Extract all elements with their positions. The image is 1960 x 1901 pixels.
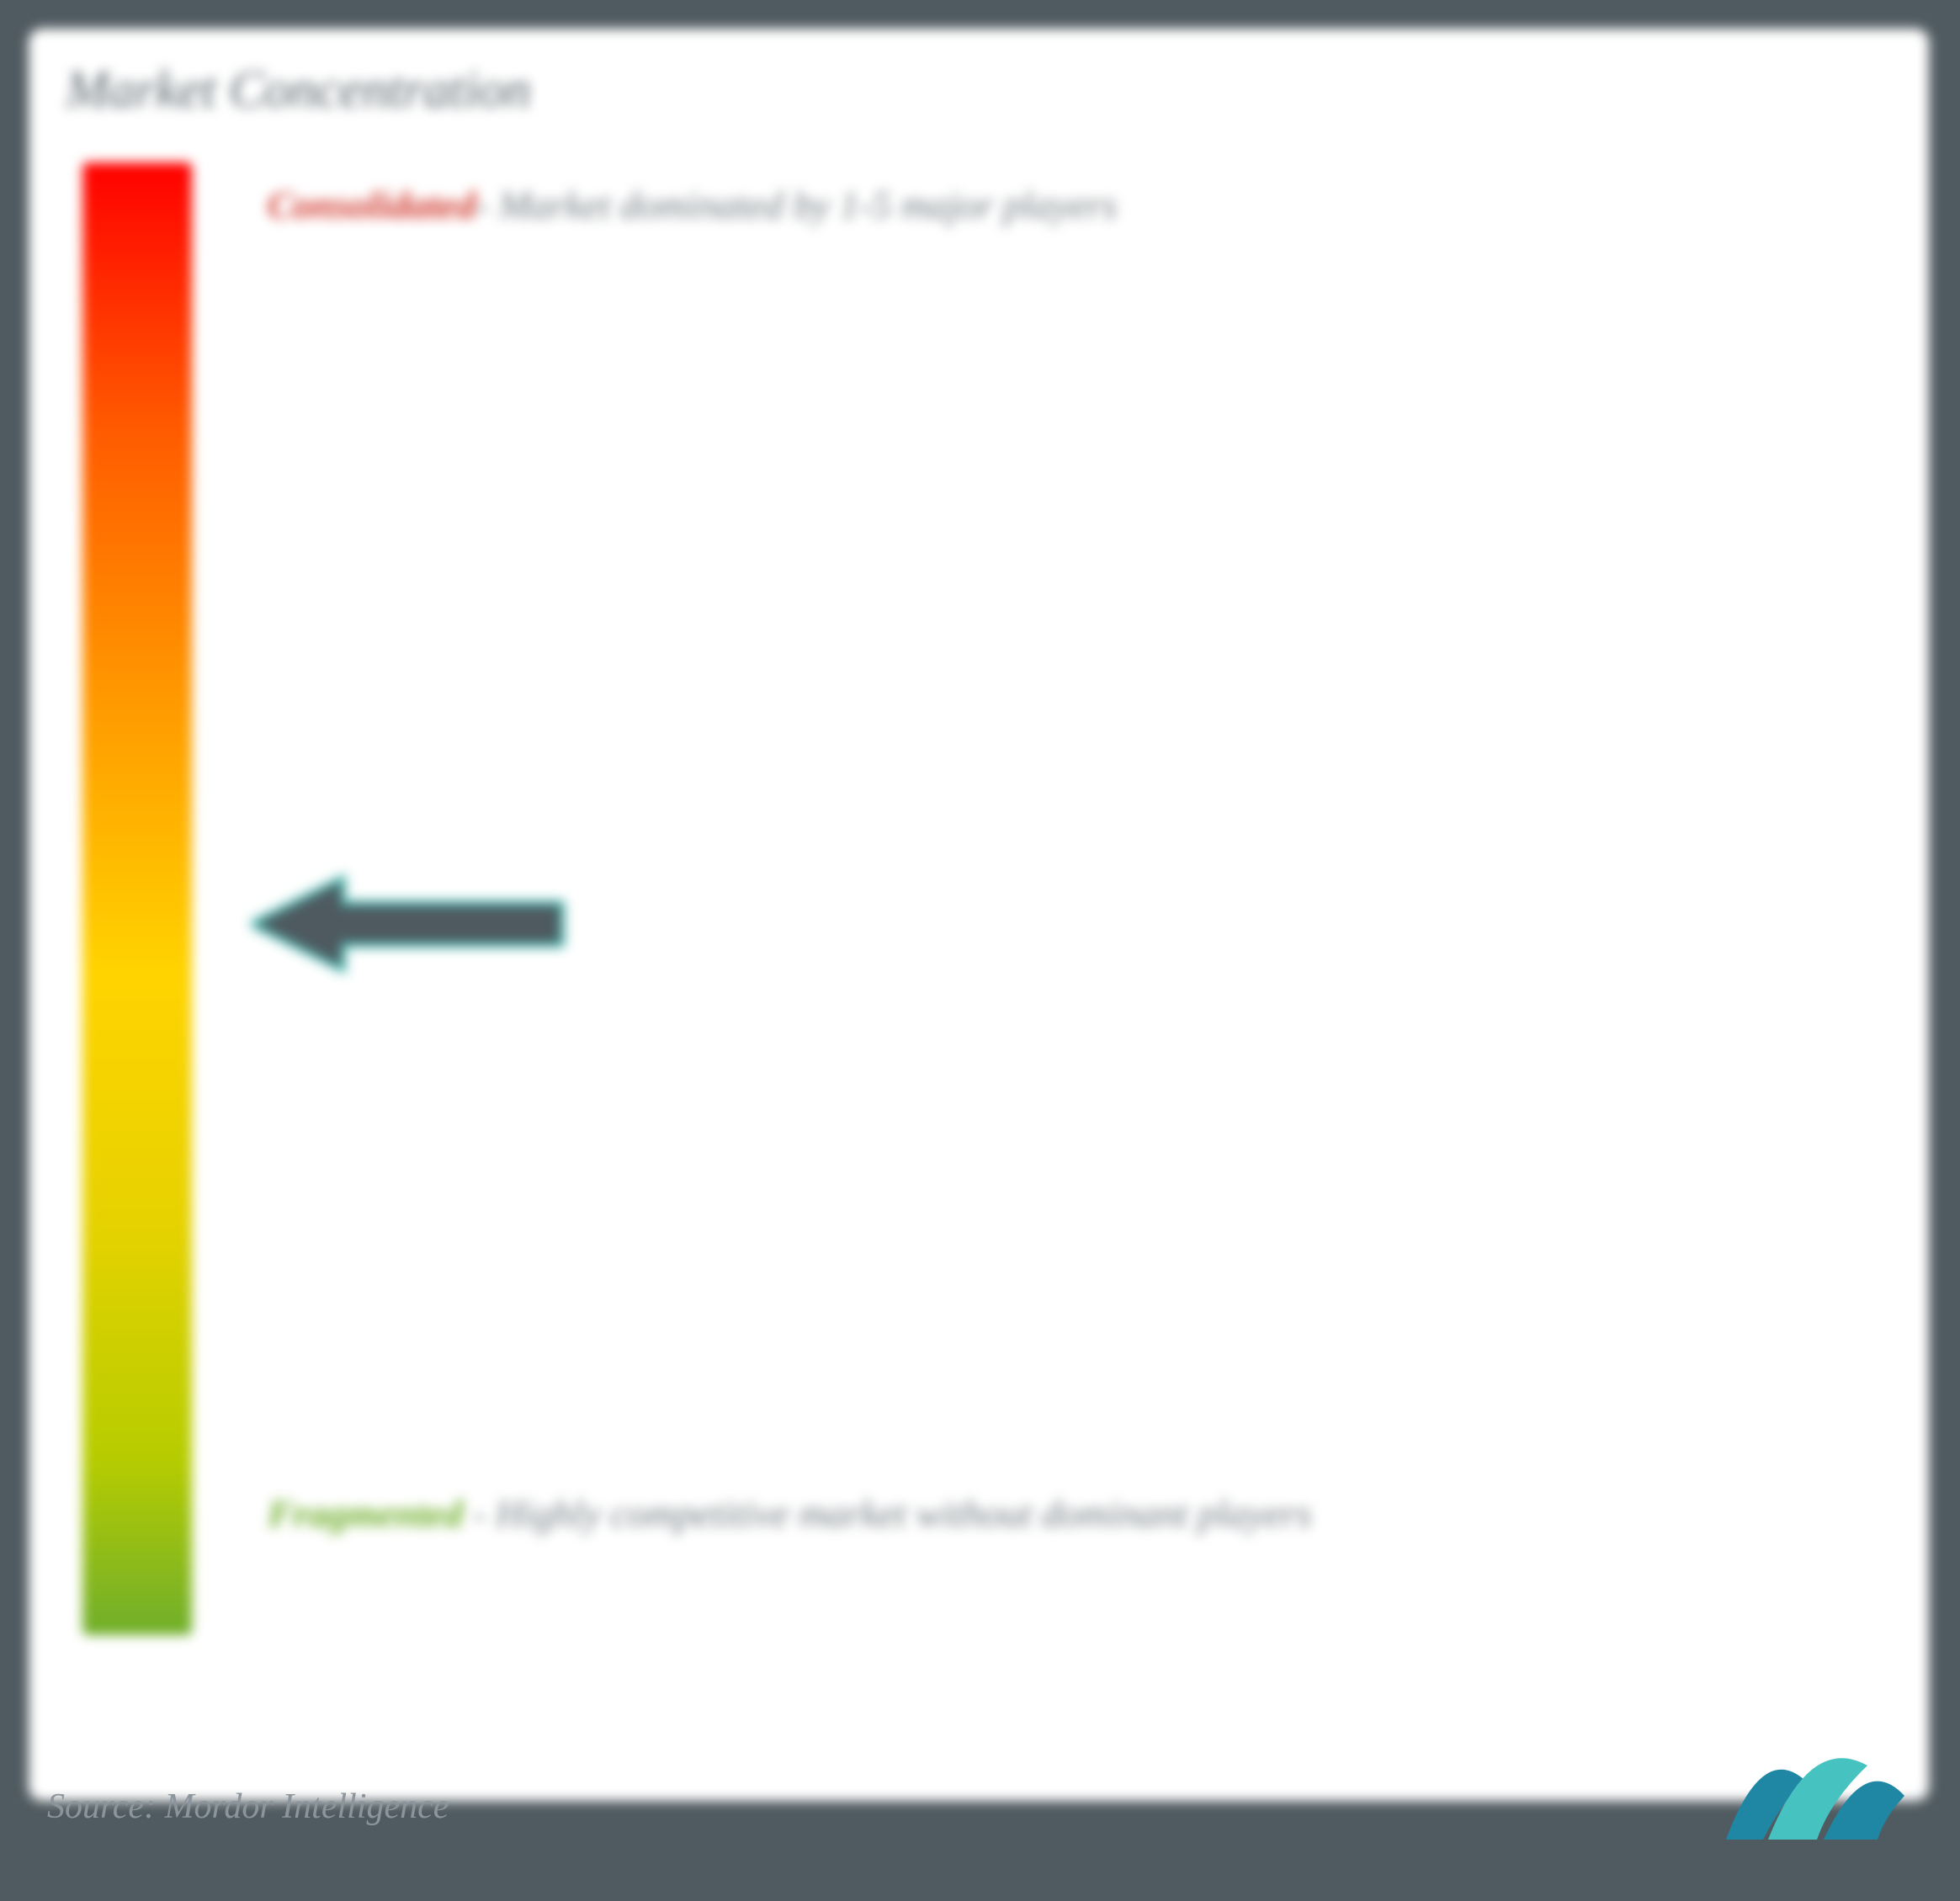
chart-title: Market Concentration	[66, 61, 1892, 120]
brand-logo	[1723, 1728, 1908, 1851]
labels-column: Consolidated- Market dominated by 1-5 ma…	[209, 154, 1892, 1684]
infographic-card: Market Concentration Consolidated- Marke…	[29, 29, 1929, 1801]
indicator-arrow-icon	[251, 869, 571, 979]
mordor-logo-icon	[1723, 1728, 1908, 1846]
indicator-arrow-wrap	[251, 869, 571, 983]
source-line: Source: Mordor Intelligence	[47, 1787, 449, 1827]
infographic-frame: Market Concentration Consolidated- Marke…	[0, 0, 1960, 1901]
gradient-column	[66, 154, 209, 1684]
fragmented-key: Fragmented	[268, 1492, 464, 1535]
source-label: Source:	[47, 1787, 165, 1826]
fragmented-desc: - Highly competitive market without domi…	[464, 1492, 1312, 1535]
fragmented-label: Fragmented - Highly competitive market w…	[268, 1484, 1825, 1543]
concentration-gradient-bar	[82, 162, 192, 1635]
consolidated-desc: - Market dominated by 1-5 major players	[476, 183, 1117, 226]
consolidated-label: Consolidated- Market dominated by 1-5 ma…	[268, 179, 1825, 231]
source-value: Mordor Intelligence	[165, 1787, 449, 1826]
consolidated-key: Consolidated	[268, 183, 476, 226]
content-row: Consolidated- Market dominated by 1-5 ma…	[66, 154, 1892, 1684]
